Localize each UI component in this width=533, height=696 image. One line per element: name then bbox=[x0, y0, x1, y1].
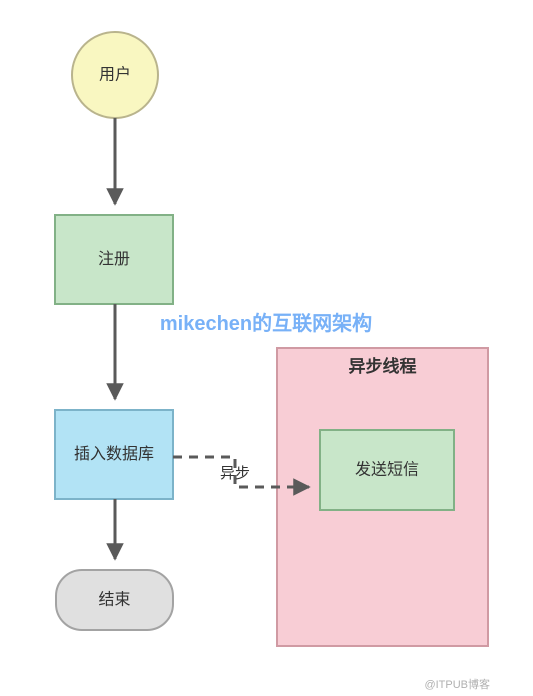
watermark-main: mikechen的互联网架构 bbox=[160, 311, 372, 335]
node-insert-db: 插入数据库 bbox=[55, 410, 173, 499]
node-end: 结束 bbox=[56, 570, 173, 630]
edge-async-label: 异步 bbox=[220, 465, 250, 482]
send-sms-label: 发送短信 bbox=[355, 461, 419, 479]
register-label: 注册 bbox=[98, 250, 130, 268]
node-user: 用户 bbox=[72, 32, 158, 118]
user-label: 用户 bbox=[99, 66, 131, 84]
insert-db-label: 插入数据库 bbox=[74, 445, 154, 463]
node-register: 注册 bbox=[55, 215, 173, 304]
async-container-title: 异步线程 bbox=[349, 356, 417, 376]
end-label: 结束 bbox=[98, 591, 130, 609]
node-send-sms: 发送短信 bbox=[320, 430, 454, 510]
flowchart-canvas: 异步线程 用户 注册 插入数据库 发送短信 结束 异步 mikechen的互联网… bbox=[0, 0, 533, 696]
watermark-footer: @ITPUB博客 bbox=[424, 677, 490, 691]
